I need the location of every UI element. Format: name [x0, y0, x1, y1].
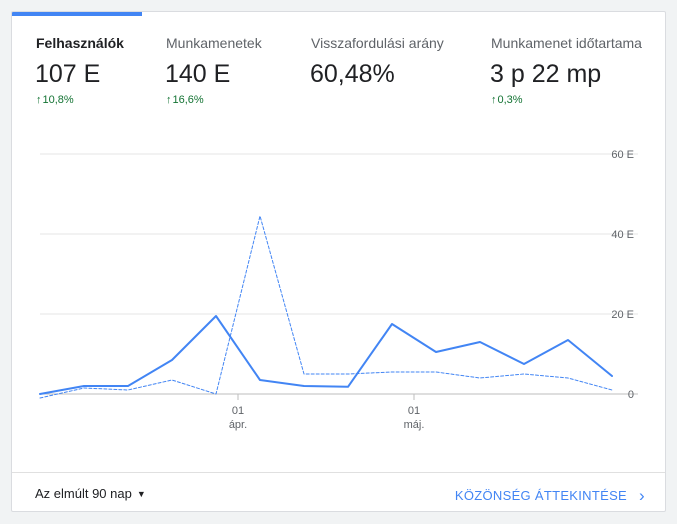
audience-overview-card: Felhasználók 107 E ↑10,8% Munkamenetek 1… [11, 11, 666, 512]
x-tick-label: 01 [408, 405, 420, 417]
tab-sessions[interactable]: Munkamenetek 140 E ↑16,6% [142, 12, 287, 122]
date-range-label: Az elmúlt 90 nap [35, 486, 132, 501]
tab-delta: ↑10,8% [36, 94, 74, 106]
tab-delta-value: 16,6% [172, 94, 204, 106]
metric-tabs: Felhasználók 107 E ↑10,8% Munkamenetek 1… [12, 12, 665, 122]
audience-overview-link[interactable]: KÖZÖNSÉG ÁTTEKINTÉSE › [455, 486, 645, 506]
users-line-chart: 0 20 E 40 E 60 E 01 ápr. 01 máj. [39, 149, 638, 431]
arrow-up-icon: ↑ [491, 94, 497, 106]
tab-delta: ↑0,3% [491, 94, 523, 106]
users-series-line [39, 315, 613, 395]
tab-value: 60,48% [310, 60, 395, 88]
x-tick-label: 01 [232, 405, 244, 417]
y-tick-label: 20 E [611, 309, 634, 321]
y-tick-label: 40 E [611, 229, 634, 241]
tab-value: 107 E [35, 60, 101, 88]
tab-value: 3 p 22 mp [490, 60, 602, 88]
tab-users[interactable]: Felhasználók 107 E ↑10,8% [12, 12, 152, 122]
arrow-up-icon: ↑ [36, 94, 42, 106]
tab-delta-value: 10,8% [42, 94, 74, 106]
y-tick-label: 0 [628, 389, 634, 401]
card-footer: Az elmúlt 90 nap ▼ KÖZÖNSÉG ÁTTEKINTÉSE › [12, 472, 665, 511]
tab-label: Visszafordulási arány [311, 35, 444, 51]
tab-session-duration[interactable]: Munkamenet időtartama 3 p 22 mp ↑0,3% [467, 12, 665, 122]
x-tick-label: máj. [404, 419, 425, 431]
tab-delta: ↑16,6% [166, 94, 204, 106]
tab-label: Munkamenet időtartama [491, 35, 642, 51]
tab-bounce-rate[interactable]: Visszafordulási arány 60,48% [287, 12, 467, 122]
audience-overview-label: KÖZÖNSÉG ÁTTEKINTÉSE [454, 488, 628, 503]
caret-down-icon: ▼ [136, 489, 146, 499]
y-tick-label: 60 E [611, 149, 634, 161]
x-tick-label: ápr. [229, 419, 247, 431]
chevron-right-icon: › [639, 486, 645, 505]
active-tab-indicator [12, 12, 142, 16]
date-range-dropdown[interactable]: Az elmúlt 90 nap ▼ [35, 486, 146, 501]
tab-label: Munkamenetek [166, 35, 262, 51]
tab-value: 140 E [165, 60, 231, 88]
tab-delta-value: 0,3% [497, 94, 523, 106]
comparison-series-line [39, 215, 613, 399]
arrow-up-icon: ↑ [166, 94, 172, 106]
tab-label: Felhasználók [36, 35, 124, 51]
